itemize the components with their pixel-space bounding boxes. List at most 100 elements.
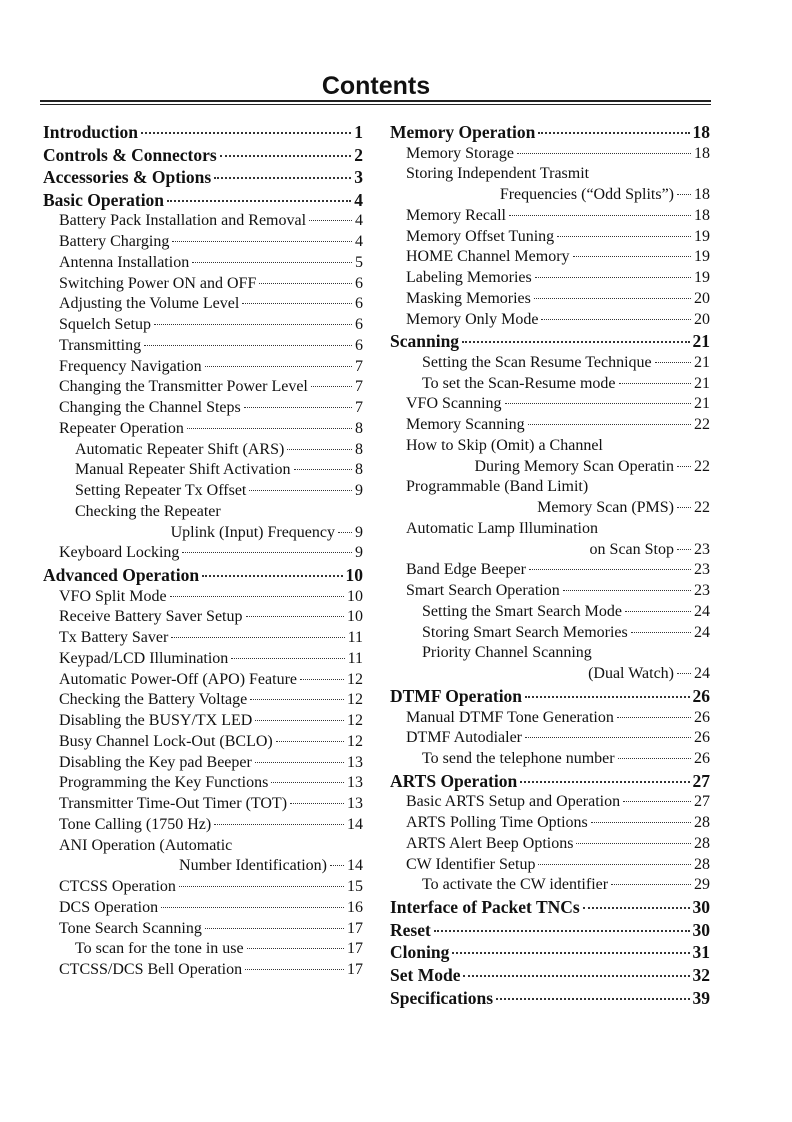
toc-entry[interactable]: To set the Scan-Resume mode 21 <box>390 374 710 395</box>
toc-entry[interactable]: Memory Only Mode 20 <box>390 310 710 331</box>
toc-entry[interactable]: Reset 30 <box>390 919 710 942</box>
toc-entry-title: ARTS Alert Beep Options <box>406 834 574 852</box>
toc-entry[interactable]: Memory Offset Tuning 19 <box>390 227 710 248</box>
toc-entry[interactable]: Controls & Connectors 2 <box>43 144 363 167</box>
toc-entry[interactable]: Adjusting the Volume Level 6 <box>43 294 363 315</box>
toc-entry-continuation[interactable]: Number Identification) 14 <box>43 856 363 877</box>
toc-entry[interactable]: To send the telephone number 26 <box>390 749 710 770</box>
toc-entry[interactable]: Keypad/LCD Illumination 11 <box>43 649 363 670</box>
dot-leader <box>169 595 344 597</box>
toc-entry[interactable]: CTCSS/DCS Bell Operation 17 <box>43 960 363 981</box>
dot-leader <box>204 927 344 929</box>
toc-entry[interactable]: Automatic Repeater Shift (ARS) 8 <box>43 440 363 461</box>
dot-leader <box>516 152 691 154</box>
toc-entry[interactable]: To activate the CW identifier 29 <box>390 875 710 896</box>
toc-entry[interactable]: Basic Operation 4 <box>43 189 363 212</box>
toc-entry[interactable]: Band Edge Beeper 23 <box>390 560 710 581</box>
toc-entry[interactable]: Cloning 31 <box>390 941 710 964</box>
toc-entry[interactable]: Storing Smart Search Memories 24 <box>390 623 710 644</box>
dot-leader <box>219 154 352 157</box>
toc-entry[interactable]: Checking the Repeater <box>43 502 363 523</box>
toc-entry[interactable]: VFO Scanning 21 <box>390 394 710 415</box>
toc-entry[interactable]: Memory Storage 18 <box>390 144 710 165</box>
toc-entry[interactable]: Memory Recall 18 <box>390 206 710 227</box>
toc-entry[interactable]: Battery Pack Installation and Removal 4 <box>43 211 363 232</box>
toc-entry[interactable]: Memory Operation 18 <box>390 121 710 144</box>
toc-entry[interactable]: Setting Repeater Tx Offset 9 <box>43 481 363 502</box>
toc-entry[interactable]: Tone Calling (1750 Hz) 14 <box>43 815 363 836</box>
dot-leader <box>254 761 344 763</box>
toc-entry[interactable]: Set Mode 32 <box>390 964 710 987</box>
toc-entry[interactable]: Repeater Operation 8 <box>43 419 363 440</box>
toc-entry[interactable]: Labeling Memories 19 <box>390 268 710 289</box>
toc-entry-title: Adjusting the Volume Level <box>59 295 240 313</box>
toc-entry[interactable]: Programming the Key Functions 13 <box>43 773 363 794</box>
toc-entry-continuation[interactable]: (Dual Watch) 24 <box>390 664 710 685</box>
toc-entry[interactable]: Interface of Packet TNCs 30 <box>390 896 710 919</box>
toc-entry[interactable]: Introduction 1 <box>43 121 363 144</box>
toc-entry-continuation[interactable]: During Memory Scan Operatin 22 <box>390 457 710 478</box>
toc-entry[interactable]: ARTS Polling Time Options 28 <box>390 813 710 834</box>
toc-entry-continuation[interactable]: Uplink (Input) Frequency 9 <box>43 523 363 544</box>
toc-entry-title: Automatic Lamp Illumination <box>406 519 598 537</box>
toc-entry[interactable]: Transmitting 6 <box>43 336 363 357</box>
toc-entry[interactable]: To scan for the tone in use 17 <box>43 939 363 960</box>
toc-entry[interactable]: Setting the Scan Resume Technique 21 <box>390 353 710 374</box>
toc-entry[interactable]: Squelch Setup 6 <box>43 315 363 336</box>
toc-entry[interactable]: Transmitter Time-Out Timer (TOT) 13 <box>43 794 363 815</box>
toc-entry[interactable]: DTMF Autodialer 26 <box>390 728 710 749</box>
toc-entry-continuation[interactable]: Memory Scan (PMS) 22 <box>390 498 710 519</box>
toc-entry[interactable]: Manual DTMF Tone Generation 26 <box>390 708 710 729</box>
toc-entry[interactable]: VFO Split Mode 10 <box>43 587 363 608</box>
toc-entry[interactable]: Setting the Smart Search Mode 24 <box>390 602 710 623</box>
toc-entry[interactable]: ANI Operation (Automatic <box>43 836 363 857</box>
toc-entry[interactable]: Receive Battery Saver Setup 10 <box>43 607 363 628</box>
toc-entry[interactable]: CW Identifier Setup 28 <box>390 855 710 876</box>
toc-entry[interactable]: Automatic Power-Off (APO) Feature 12 <box>43 670 363 691</box>
toc-entry[interactable]: Smart Search Operation 23 <box>390 581 710 602</box>
toc-page-number: 23 <box>694 561 710 579</box>
toc-entry[interactable]: How to Skip (Omit) a Channel <box>390 436 710 457</box>
toc-entry[interactable]: Disabling the BUSY/TX LED 12 <box>43 711 363 732</box>
toc-entry[interactable]: Automatic Lamp Illumination <box>390 519 710 540</box>
toc-entry[interactable]: Programmable (Band Limit) <box>390 477 710 498</box>
toc-entry[interactable]: CTCSS Operation 15 <box>43 877 363 898</box>
toc-entry-continuation[interactable]: Frequencies (“Odd Splits”) 18 <box>390 185 710 206</box>
toc-entry[interactable]: Memory Scanning 22 <box>390 415 710 436</box>
toc-entry[interactable]: Changing the Channel Steps 7 <box>43 398 363 419</box>
toc-entry[interactable]: Advanced Operation 10 <box>43 564 363 587</box>
toc-entry[interactable]: Manual Repeater Shift Activation 8 <box>43 460 363 481</box>
toc-entry-continuation[interactable]: on Scan Stop 23 <box>390 540 710 561</box>
toc-entry[interactable]: Storing Independent Trasmit <box>390 164 710 185</box>
toc-entry[interactable]: Tone Search Scanning 17 <box>43 919 363 940</box>
dot-leader <box>527 424 691 426</box>
toc-entry[interactable]: Tx Battery Saver 11 <box>43 628 363 649</box>
toc-entry[interactable]: Priority Channel Scanning <box>390 643 710 664</box>
toc-entry[interactable]: Checking the Battery Voltage 12 <box>43 690 363 711</box>
dot-leader <box>161 906 344 908</box>
toc-entry[interactable]: Frequency Navigation 7 <box>43 357 363 378</box>
toc-entry[interactable]: ARTS Alert Beep Options 28 <box>390 834 710 855</box>
toc-entry[interactable]: Antenna Installation 5 <box>43 253 363 274</box>
toc-entry[interactable]: Specifications 39 <box>390 987 710 1010</box>
toc-entry-title: Automatic Power-Off (APO) Feature <box>59 670 297 688</box>
toc-entry[interactable]: HOME Channel Memory 19 <box>390 247 710 268</box>
toc-entry[interactable]: ARTS Operation 27 <box>390 770 710 793</box>
toc-entry[interactable]: Scanning 21 <box>390 330 710 353</box>
toc-entry[interactable]: Busy Channel Lock-Out (BCLO) 12 <box>43 732 363 753</box>
toc-entry[interactable]: Disabling the Key pad Beeper 13 <box>43 753 363 774</box>
toc-entry-title-continued: Number Identification) <box>179 857 327 875</box>
dot-leader <box>214 177 352 180</box>
toc-entry-title: DCS Operation <box>59 898 159 916</box>
toc-entry[interactable]: Battery Charging 4 <box>43 232 363 253</box>
toc-page-number: 20 <box>694 289 710 307</box>
toc-entry[interactable]: Changing the Transmitter Power Level 7 <box>43 377 363 398</box>
toc-entry[interactable]: DTMF Operation 26 <box>390 685 710 708</box>
toc-entry[interactable]: Masking Memories 20 <box>390 289 710 310</box>
toc-entry[interactable]: Accessories & Options 3 <box>43 166 363 189</box>
toc-entry-title: Setting Repeater Tx Offset <box>75 482 247 500</box>
toc-entry[interactable]: Switching Power ON and OFF 6 <box>43 274 363 295</box>
toc-entry[interactable]: DCS Operation 16 <box>43 898 363 919</box>
toc-entry[interactable]: Basic ARTS Setup and Operation 27 <box>390 792 710 813</box>
toc-entry[interactable]: Keyboard Locking 9 <box>43 543 363 564</box>
